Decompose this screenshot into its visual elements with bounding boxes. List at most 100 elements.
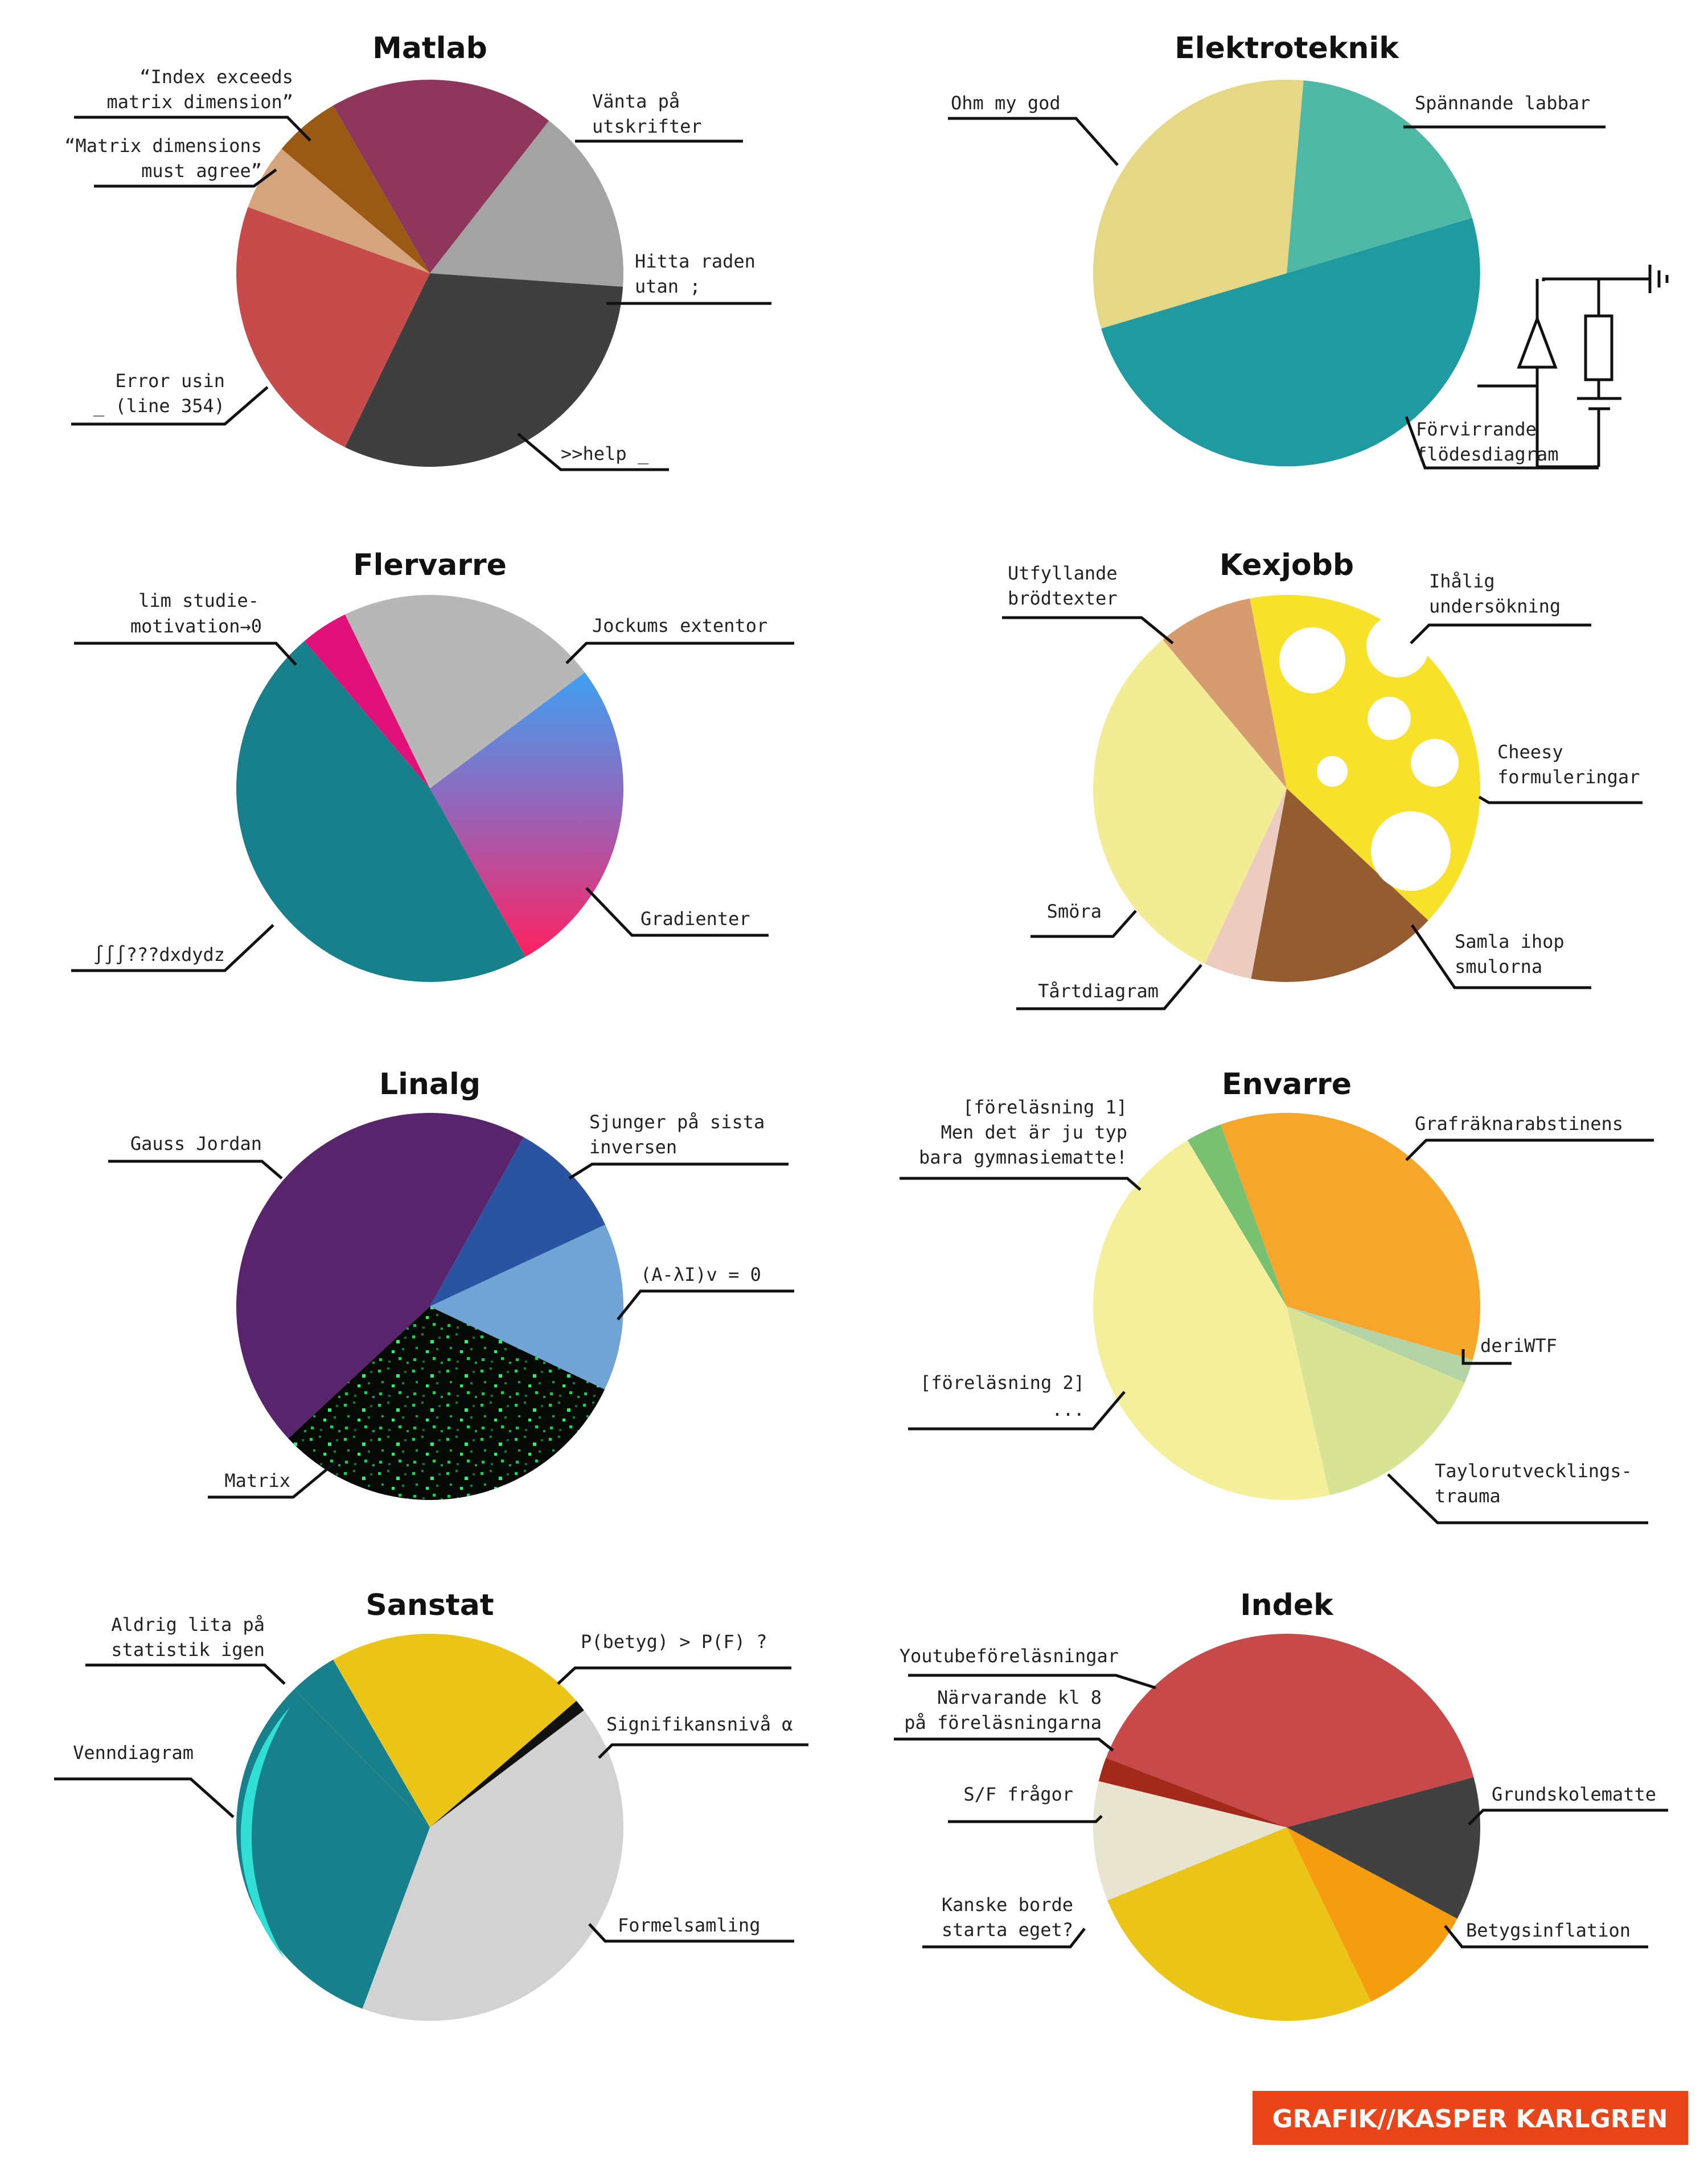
leader-line — [54, 1777, 235, 1818]
leader-line — [1016, 964, 1202, 1010]
pie-slice: Grafräknarabstinens — [1220, 1112, 1481, 1360]
label-forvirrande: Förvirrande — [1416, 418, 1537, 440]
leader-line — [585, 887, 769, 937]
pie-slice: [föreläsning 2] ... — [1093, 1140, 1330, 1501]
label-forelasning-1: bara gymnasiematte! — [919, 1146, 1127, 1168]
pie-slice: “Index exceeds matrix dimension” — [281, 105, 430, 274]
label-utfyllande: brödtexter — [1008, 587, 1118, 609]
label-forelasning-1: Men det är ju typ — [941, 1121, 1127, 1143]
leader-line — [1002, 616, 1174, 644]
label-hitta-raden: utan ; — [635, 276, 701, 297]
label-spannande: Spännande labbar — [1415, 92, 1590, 114]
label-signifikans: Signifikansnivå α — [606, 1713, 793, 1735]
leader-line — [1444, 1925, 1648, 1949]
label-forelasning-2: [föreläsning 2] — [920, 1372, 1085, 1394]
label-lim: motivation→0 — [130, 615, 262, 637]
pie-slice: Formelsamling — [362, 1710, 623, 2021]
pie-slice: Kanske borde starta eget? — [1107, 1827, 1371, 2021]
label-vanta: utskrifter — [592, 116, 702, 137]
label-ihalig: undersökning — [1429, 595, 1561, 617]
label-gradienter: Gradienter — [640, 908, 750, 930]
pie-slice: S/F frågor — [1093, 1781, 1287, 1901]
label-hitta-raden: Hitta raden — [635, 250, 756, 272]
label-forelasning-2: ... — [1052, 1399, 1085, 1420]
pie-slice: Gauss Jordan — [236, 1112, 524, 1439]
pie-slice: Närvarande kl 8 på föreläsningarna — [1098, 1758, 1287, 1827]
credit-banner — [1253, 2091, 1688, 2145]
pie-slice: [föreläsning 1] Men det är ju typ bara g… — [1187, 1124, 1287, 1306]
leader-line — [617, 1289, 794, 1321]
label-narvarande: på föreläsningarna — [904, 1712, 1102, 1733]
pie-slice: Jockums extentor — [344, 594, 585, 788]
leader-line — [1387, 1473, 1648, 1524]
leader-line — [94, 168, 277, 188]
leader-line — [517, 433, 669, 471]
cheese-hole — [1366, 615, 1429, 677]
pie-flervarre: Jockums extentorGradienter∫∫∫???dxdydzli… — [236, 594, 624, 982]
label-venndiagram: Venndiagram — [73, 1742, 194, 1764]
label-sjunger: Sjunger på sista — [589, 1111, 765, 1133]
label-cheesy: Cheesy — [1497, 741, 1563, 763]
leader-line — [1461, 1349, 1512, 1365]
pie-slice: deriWTF — [1287, 1306, 1473, 1383]
label-sf-fragor: S/F frågor — [963, 1783, 1073, 1805]
leader-line — [71, 386, 269, 426]
label-sjunger: inversen — [589, 1136, 677, 1158]
pie-indek: YoutubeföreläsningarGrundskolematteBetyg… — [1093, 1633, 1480, 2021]
leader-line — [565, 642, 794, 664]
leader-line — [1410, 623, 1591, 644]
pie-slice: Youtubeföreläsningar — [1106, 1633, 1474, 1827]
pie-slice: Taylorutvecklings-trauma — [1287, 1306, 1465, 1495]
label-formelsamling: Formelsamling — [618, 1914, 760, 1936]
label-integral: ∫∫∫???dxdydz — [93, 944, 225, 965]
label-youtube: Youtubeföreläsningar — [900, 1645, 1119, 1667]
label-vanta: Vänta på — [592, 91, 680, 112]
label-matrix: Matrix — [224, 1470, 290, 1491]
leader-line — [894, 1737, 1114, 1752]
pie-slice: Ohm my god — [1093, 79, 1304, 329]
leader-line — [71, 924, 274, 972]
label-kanske: Kanske borde — [942, 1894, 1073, 1916]
leader-line — [568, 1162, 789, 1180]
title-envarre: Envarre — [1222, 1067, 1352, 1102]
label-jockums: Jockums extentor — [592, 615, 767, 636]
pie-slice: Venndiagram — [236, 1689, 430, 2009]
pie-slice: (A-λI)v = 0 — [430, 1224, 623, 1390]
label-index-exceeds: matrix dimension” — [106, 91, 293, 113]
pie-linalg: Sjunger på sista inversen(A-λI)v = 0Matr… — [236, 1112, 623, 1500]
pie-slice: Sjunger på sista inversen — [430, 1137, 606, 1306]
label-kanske: starta eget? — [942, 1919, 1073, 1941]
pie-slice: Signifikansnivå α — [430, 1700, 584, 1827]
pie-slice: Grundskolematte — [1287, 1777, 1480, 1919]
label-aldrig: Aldrig lita på — [111, 1614, 265, 1635]
label-tartdiagram: Tårtdiagram — [1038, 980, 1159, 1002]
leader-line — [908, 1391, 1126, 1431]
label-matrix-dimensions: must agree” — [141, 160, 262, 182]
leader-line — [108, 1160, 283, 1179]
label-eigen: (A-λI)v = 0 — [640, 1264, 761, 1285]
pie-slice: Aldrig lita på statistik igen — [294, 1659, 430, 1827]
leader-line — [948, 1815, 1103, 1823]
label-forelasning-1: [föreläsning 1] — [963, 1096, 1127, 1118]
label-taylor: trauma — [1435, 1485, 1501, 1507]
cheese-hole — [1411, 739, 1459, 787]
cheese-hole — [1368, 697, 1411, 740]
cheese-hole — [1317, 756, 1348, 787]
label-utfyllande: Utfyllande — [1008, 562, 1118, 584]
venn-overlay — [240, 1707, 290, 1959]
label-lim: lim studie- — [138, 590, 259, 611]
pie-slice: Förvirrande flödesdiagram — [1101, 217, 1480, 467]
label-deriwtf: deriWTF — [1480, 1335, 1557, 1357]
cheese-holes — [1279, 615, 1459, 891]
pie-slice: Samla ihop smulorna — [1251, 788, 1428, 983]
leader-line — [900, 1177, 1142, 1191]
leader-line — [1030, 910, 1137, 938]
label-grundskolematte: Grundskolematte — [1492, 1783, 1656, 1805]
label-forvirrande: flödesdiagram — [1416, 443, 1558, 465]
leader-line — [74, 642, 297, 666]
leader-line — [1468, 1809, 1668, 1826]
label-narvarande: Närvarande kl 8 — [937, 1687, 1102, 1708]
